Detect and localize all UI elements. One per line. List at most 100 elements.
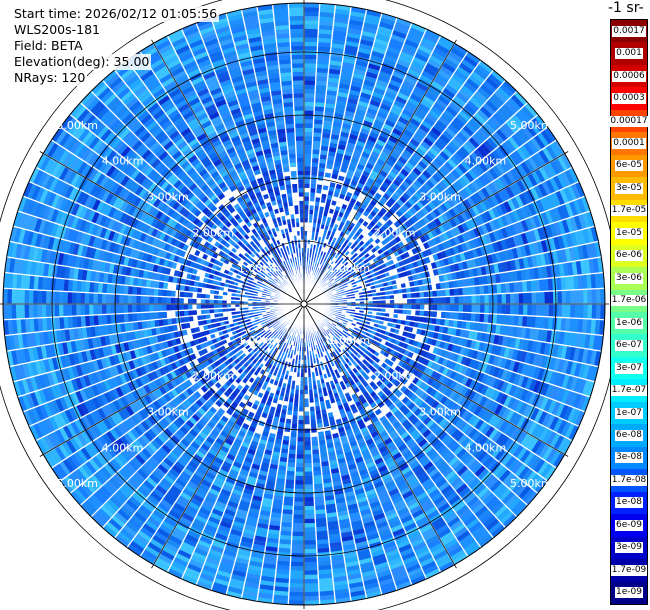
heatmap-cell [304,501,315,507]
heatmap-cell [386,46,402,56]
heatmap-cell [392,147,403,157]
heatmap-cell [289,578,304,584]
heatmap-cell [422,95,436,106]
heatmap-cell [331,125,342,132]
heatmap-cell [319,269,324,275]
heatmap-cell [416,176,426,186]
heatmap-cell [370,95,383,104]
heatmap-cell [471,93,486,106]
heatmap-cell [470,70,486,84]
heatmap-cell [304,136,313,141]
heatmap-cell [324,203,331,209]
heatmap-cell [387,83,401,92]
heatmap-cell [439,150,450,162]
heatmap-cell [477,86,492,100]
heatmap-cell [476,109,490,122]
heatmap-cell [474,130,487,143]
heatmap-cell [304,480,314,485]
heatmap-cell [321,265,326,271]
heatmap-cell [313,110,325,116]
heatmap-cell [485,76,500,90]
heatmap-cell [462,286,468,296]
heatmap-cell [492,112,506,126]
heatmap-cell [383,54,398,64]
heatmap-cell [291,535,304,541]
heatmap-cell [345,191,353,198]
heatmap-cell [313,119,324,125]
heatmap-cell [583,304,588,319]
heatmap-cell [419,185,429,195]
heatmap-cell [421,120,433,131]
heatmap-cell [346,241,353,248]
heatmap-cell [304,475,314,481]
heatmap-cell [331,246,337,252]
heatmap-cell [296,445,304,451]
heatmap-cell [354,144,365,152]
heatmap-cell [338,193,346,200]
heatmap-cell [465,121,478,134]
heatmap-cell [374,162,384,170]
heatmap-cell [347,164,357,172]
heatmap-cell [356,104,368,112]
heatmap-cell [368,58,383,67]
heatmap-cell [304,205,310,210]
heatmap-cell [343,261,349,267]
heatmap-cell [308,205,315,210]
heatmap-cell [330,173,339,180]
heatmap-cell [304,67,317,73]
heatmap-cell [449,288,455,297]
heatmap-cell [369,54,384,63]
heatmap-cell [297,432,304,438]
heatmap-cell [344,44,359,52]
heatmap-cell [323,207,330,213]
heatmap-cell [443,58,459,70]
heatmap-cell [304,213,309,219]
heatmap-cell [304,591,320,597]
heatmap-cell [378,154,388,163]
heatmap-cell [322,282,327,287]
heatmap-cell [345,173,354,180]
heatmap-cell [350,179,359,187]
heatmap-cell [457,287,463,296]
heatmap-cell [410,182,420,192]
heatmap-cell [304,565,318,571]
heatmap-cell [428,146,440,158]
heatmap-cell [310,166,319,172]
heatmap-cell [340,127,351,134]
heatmap-cell [365,9,382,18]
heatmap-cell [347,93,360,101]
heatmap-cell [317,33,333,39]
heatmap-cell [419,74,433,85]
heatmap-cell [433,157,444,168]
heatmap-cell [376,158,386,167]
heatmap-cell [422,182,432,192]
heatmap-cell [449,311,455,320]
heatmap-cell [445,105,459,117]
heatmap-cell [304,89,316,94]
heatmap-cell [444,174,455,185]
heatmap-cell [327,77,340,84]
heatmap-cell [435,119,448,131]
heatmap-cell [307,226,313,232]
heatmap-cell [310,436,319,442]
heatmap-cell [341,248,348,254]
heatmap-cell [455,91,470,104]
heatmap-cell [453,287,459,297]
heatmap-cell [362,119,374,128]
heatmap-cell [440,289,446,297]
heatmap-cell [462,312,468,322]
heatmap-cell [443,161,455,172]
heatmap-cell [366,158,377,167]
heatmap-cell [469,96,483,110]
heatmap-cell [324,107,335,113]
heatmap-cell [450,168,462,180]
heatmap-cell [518,304,524,316]
heatmap-cell [317,171,325,177]
heatmap-cell [444,144,457,156]
heatmap-cell [363,17,380,26]
heatmap-cell [465,139,477,152]
heatmap-cell [449,76,464,89]
heatmap-cell [465,77,480,91]
heatmap-cell [361,124,372,132]
heatmap-cell [362,79,376,88]
